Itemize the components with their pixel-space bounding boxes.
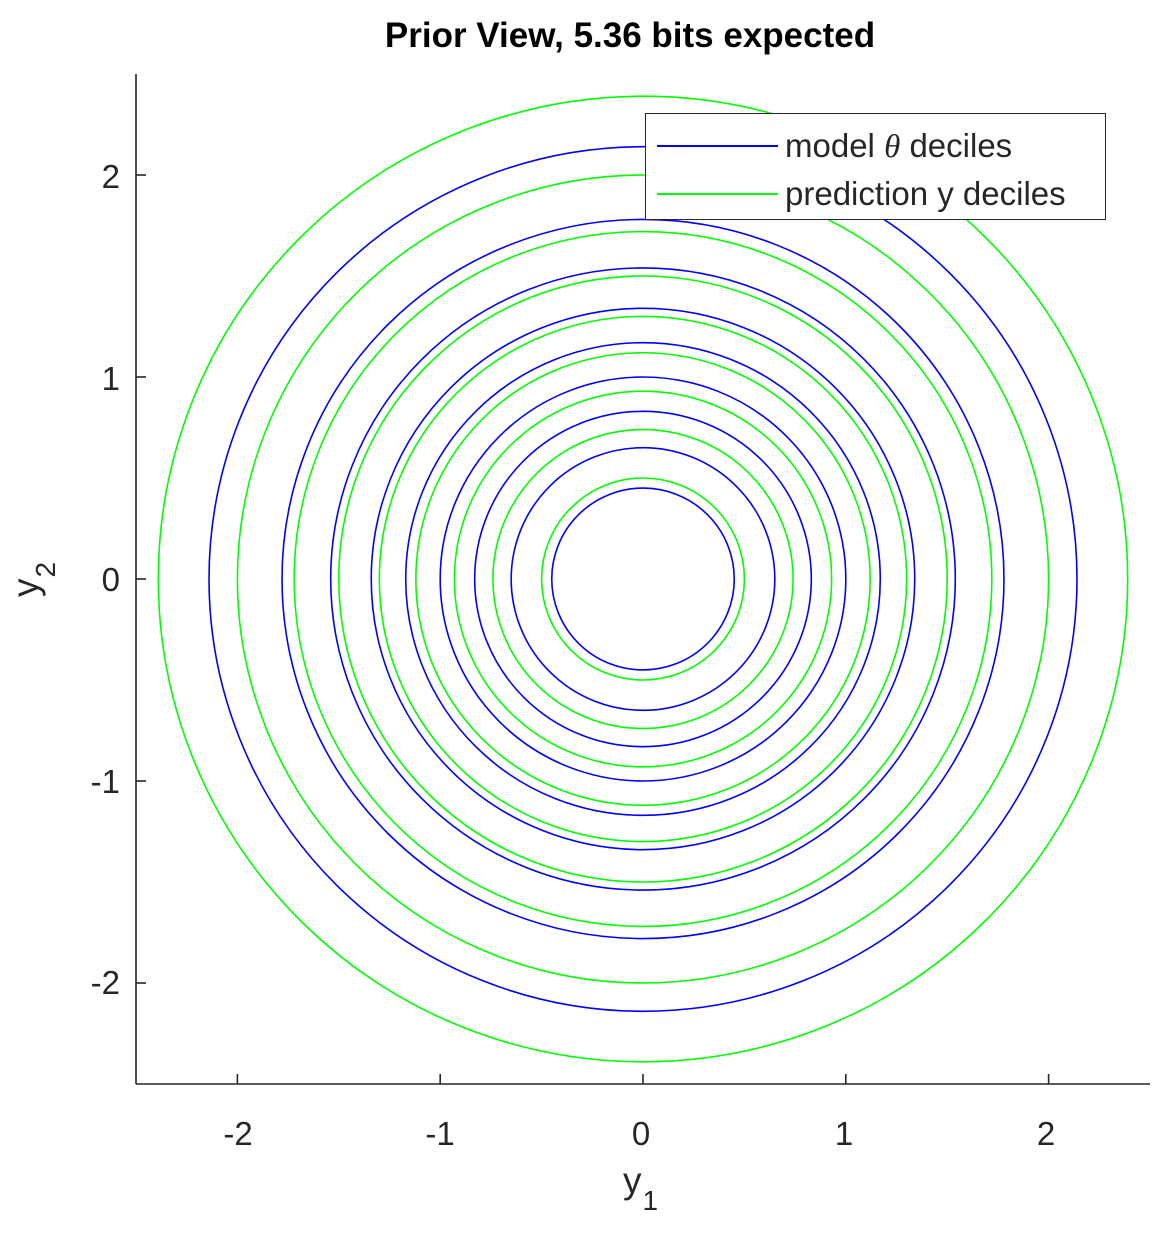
- x-axis-label-subscript: 1: [642, 1185, 659, 1216]
- theta-symbol: θ: [884, 129, 901, 165]
- legend-label-prefix: model: [785, 127, 885, 164]
- y-tick-label: 1: [101, 360, 120, 397]
- chart-title: Prior View, 5.36 bits expected: [384, 16, 876, 55]
- decile-ring: [439, 376, 847, 782]
- x-tick-label: 0: [631, 1115, 651, 1152]
- y-tick-label: 2: [101, 158, 120, 195]
- rings-group: [157, 95, 1129, 1063]
- x-tick-label: 2: [1036, 1115, 1056, 1152]
- legend-item-model: model θ deciles: [646, 126, 1105, 166]
- decile-ring: [510, 446, 776, 712]
- decile-ring: [157, 95, 1129, 1063]
- decile-ring: [453, 390, 833, 768]
- decile-ring: [473, 410, 813, 748]
- y-tick-label: -2: [90, 964, 120, 1001]
- decile-ring: [492, 428, 794, 730]
- legend-label-suffix: deciles: [900, 127, 1013, 164]
- axes: [135, 74, 1150, 1085]
- decile-ring: [404, 341, 882, 817]
- legend-item-prediction: prediction y deciles: [646, 174, 1105, 214]
- decile-ring: [208, 145, 1078, 1013]
- legend-label: model θ deciles: [785, 126, 1012, 167]
- x-axis-label: y1: [600, 1160, 680, 1216]
- legend-label: prediction y deciles: [785, 175, 1066, 212]
- decile-ring: [329, 267, 957, 891]
- decile-ring: [337, 275, 949, 883]
- decile-ring: [370, 307, 916, 851]
- x-tick-label: -1: [425, 1115, 455, 1152]
- legend-line-green: [657, 193, 778, 195]
- legend: model θ deciles prediction y deciles: [645, 113, 1106, 220]
- decile-ring: [281, 218, 1005, 940]
- decile-ring: [378, 315, 908, 843]
- y-axis-label-main: y: [5, 578, 46, 598]
- x-axis-label-main: y: [622, 1160, 642, 1201]
- decile-ring: [415, 351, 871, 807]
- decile-ring: [236, 174, 1050, 984]
- decile-ring: [550, 487, 736, 671]
- legend-line-blue: [657, 145, 778, 147]
- x-ticks: [236, 1074, 1050, 1084]
- decile-ring: [540, 477, 746, 681]
- y-axis-label: y2: [5, 530, 61, 630]
- y-tick-label: -1: [90, 763, 120, 800]
- decile-ring: [293, 230, 993, 928]
- y-ticks: [136, 174, 146, 984]
- y-axis-label-subscript: 2: [30, 561, 61, 578]
- x-tick-label: -2: [223, 1115, 253, 1152]
- x-tick-label: 1: [834, 1115, 854, 1152]
- y-tick-label: 0: [101, 561, 120, 598]
